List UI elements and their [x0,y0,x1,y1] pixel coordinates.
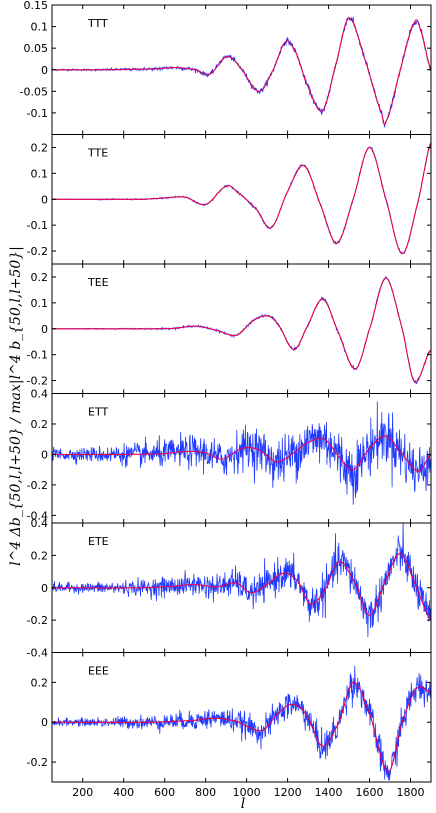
x-axis: 200 400 600 800 1000 1200 1400 1600 1800 [72,786,424,799]
y-tick-label: 0.2 [31,549,49,562]
series-simulated-ete [52,523,431,638]
series-theory-eee [52,681,431,773]
y-tick-label: 0.4 [31,388,49,401]
y-tick-label: 0 [41,448,48,461]
y-tick-label: 0.4 [31,517,49,530]
x-tick-label: 1800 [397,786,425,799]
x-tick-label: 1600 [356,786,384,799]
y-tick-label: -0.1 [27,219,48,232]
y-tick-label: -0.1 [27,107,48,120]
y-tick-label: -0.2 [27,479,48,492]
y-tick-label: 0.2 [31,676,49,689]
x-tick-label: 600 [154,786,175,799]
panel-label: ETE [88,535,109,548]
series-theory-tee [52,277,431,383]
y-tick-label: 0 [41,716,48,729]
y-tick-label: 0.2 [31,141,49,154]
panel-eee: -0.2 0 0.2 EEE [27,652,432,783]
panel-tee: -0.2 -0.1 0 0.1 0.2 TEE [27,263,432,394]
y-tick-label: 0.15 [24,0,49,12]
panel-frame [51,393,432,524]
y-tick-label: 0 [41,323,48,336]
panel-label: EEE [88,665,109,678]
panel-tte: -0.2 -0.1 0 0.1 0.2 TTE [27,134,432,265]
y-tick-label: -0.2 [27,375,48,388]
panel-label: TEE [87,276,109,289]
y-tick-label: 0 [41,64,48,77]
x-tick-label: 1000 [233,786,261,799]
panel-label: TTE [87,147,108,160]
series-simulated-eee [52,665,431,781]
x-tick-label: 1400 [315,786,343,799]
y-tick-label: 0 [41,193,48,206]
y-tick-label: -0.4 [27,509,48,522]
y-tick-label: -0.2 [27,614,48,627]
x-tick-label: 1200 [274,786,302,799]
chart-panels: -0.1 -0.05 0 0.05 0.1 0.15 TTT -0.2 -0.1 0 0.1 0.2 T… [20,0,432,783]
panel-ete: -0.4 -0.2 0 0.2 0.4 ETE [27,517,432,660]
y-tick-label: 0 [41,582,48,595]
series-theory-tte [52,143,431,255]
x-tick-label: 400 [113,786,134,799]
y-tick-label: 0.1 [31,167,49,180]
y-tick-label: 0.2 [31,418,49,431]
y-tick-label: -0.4 [27,647,48,660]
series-simulated-ett [52,401,431,505]
y-axis-title: l^4 Δb_{50,l,l+50} / max|l^4 b_{50,l,l+5… [8,246,24,566]
series-theory-ett [52,435,431,472]
y-tick-label: -0.2 [27,756,48,769]
y-tick-label: 0.2 [31,271,49,284]
panel-ttt: -0.1 -0.05 0 0.05 0.1 0.15 TTT [20,0,432,135]
panel-label: TTT [87,17,108,30]
panel-label: ETT [88,406,108,419]
y-tick-label: -0.1 [27,349,48,362]
series-simulated-tee [52,276,431,385]
x-axis-title: l [241,796,245,812]
series-simulated-ttt [52,16,431,128]
panel-ett: -0.4 -0.2 0 0.2 0.4 ETT [27,388,432,524]
x-tick-label: 200 [72,786,93,799]
series-theory-ete [52,553,431,620]
y-tick-label: 0.1 [31,21,49,34]
series-simulated-tte [52,141,431,254]
x-tick-label: 800 [195,786,216,799]
y-tick-label: -0.2 [27,245,48,258]
y-tick-label: 0.1 [31,297,49,310]
series-theory-ttt [52,17,431,126]
panel-frame [51,652,432,783]
y-tick-label: 0.05 [24,42,49,55]
y-tick-label: -0.05 [20,85,48,98]
